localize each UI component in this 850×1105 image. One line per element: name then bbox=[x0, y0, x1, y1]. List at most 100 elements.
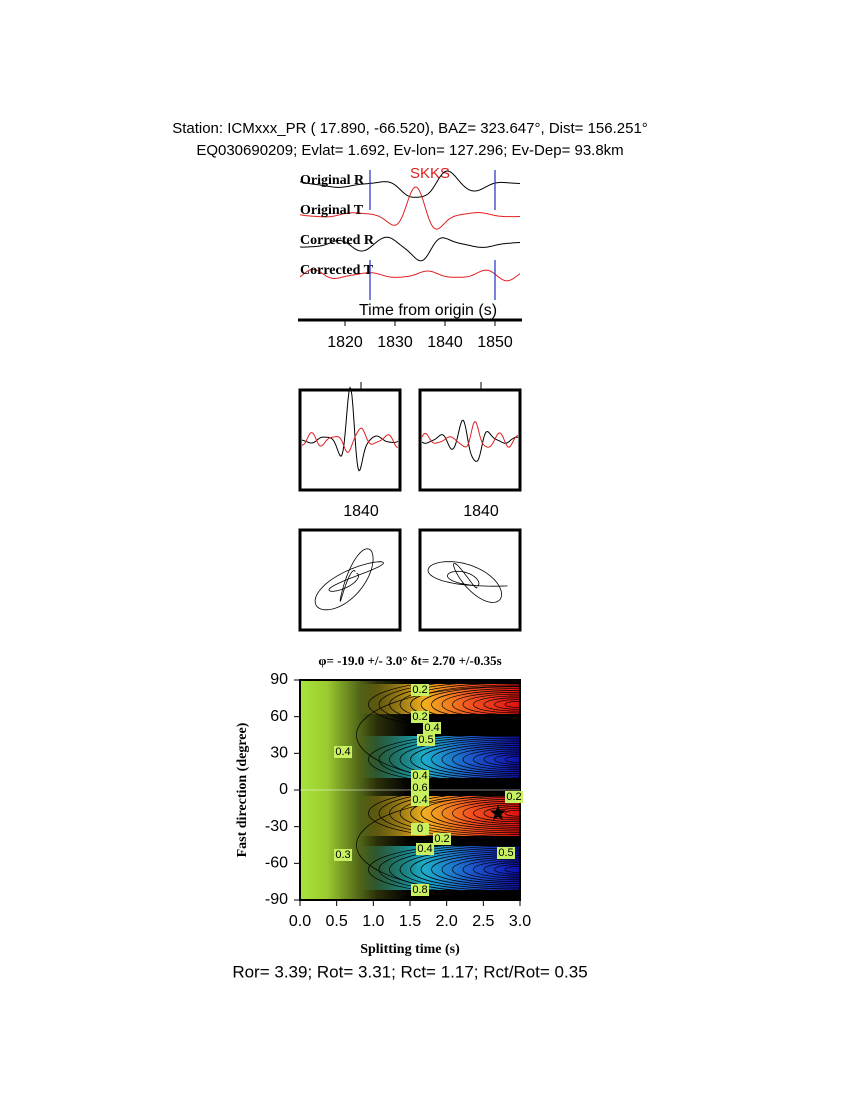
contour-line bbox=[410, 849, 520, 890]
contour-label: 0.4 bbox=[412, 770, 427, 782]
small-panels bbox=[298, 388, 522, 632]
contour-label-box bbox=[423, 722, 441, 734]
x-tick-label: 1840 bbox=[343, 503, 379, 520]
contour-line bbox=[410, 684, 520, 725]
contour-label: 0.5 bbox=[498, 847, 513, 859]
contour-line bbox=[431, 688, 520, 721]
map-band bbox=[360, 796, 520, 836]
contour-label-box bbox=[411, 823, 429, 835]
waveform bbox=[299, 170, 521, 198]
contour-line bbox=[483, 862, 520, 877]
panel-frame bbox=[418, 388, 522, 492]
particle-motion bbox=[314, 548, 384, 611]
contour-line bbox=[431, 796, 520, 830]
contour-line bbox=[483, 752, 520, 767]
particle-motion bbox=[427, 561, 508, 603]
contour-line bbox=[504, 756, 520, 763]
contour-line bbox=[504, 809, 520, 817]
contour-line bbox=[441, 798, 520, 828]
header-line: EQ030690209; Evlat= 1.692, Ev-lon= 127.2… bbox=[196, 142, 623, 159]
contour-line bbox=[494, 699, 520, 710]
contours bbox=[356, 680, 520, 897]
contour-line bbox=[378, 844, 520, 895]
contour-line bbox=[452, 800, 520, 826]
contour-line bbox=[378, 787, 520, 839]
footer: Ror= 3.39; Rot= 3.31; Rct= 1.17; Rct/Rot… bbox=[232, 962, 587, 981]
waveform bbox=[300, 236, 520, 262]
x-tick-label: 2.5 bbox=[472, 913, 494, 930]
x-axis-label: Time from origin (s) bbox=[359, 302, 497, 319]
contour-line bbox=[462, 802, 520, 824]
contour-line bbox=[420, 741, 520, 778]
x-tick-label: 1830 bbox=[377, 334, 413, 351]
contour-label: 0.6 bbox=[412, 782, 427, 794]
x-tick-label: 1840 bbox=[427, 334, 463, 351]
panel-frame bbox=[298, 388, 402, 492]
contour-line bbox=[410, 793, 520, 834]
contour-line bbox=[356, 685, 520, 785]
x-tick-label: 1850 bbox=[477, 334, 513, 351]
contour-line bbox=[399, 791, 520, 835]
trace-label: Original R bbox=[300, 173, 365, 188]
contour-line bbox=[504, 866, 520, 873]
contour-line bbox=[441, 855, 520, 884]
x-tick-label: 1.5 bbox=[399, 913, 421, 930]
contour-label: 0.2 bbox=[434, 833, 449, 845]
x-axis-label: Splitting time (s) bbox=[360, 942, 460, 957]
contour-label: 0.5 bbox=[418, 734, 433, 746]
contour-line bbox=[389, 789, 520, 837]
contour-label-box bbox=[505, 791, 523, 803]
contour-label-box bbox=[411, 782, 429, 794]
contour-label: 0.4 bbox=[424, 722, 439, 734]
trace-label: Original T bbox=[300, 203, 364, 218]
contour-label: 0.2 bbox=[506, 791, 521, 803]
contour-line bbox=[420, 686, 520, 723]
waveform bbox=[301, 427, 399, 453]
y-tick-label: 0 bbox=[279, 781, 288, 798]
contour-line bbox=[504, 701, 520, 708]
contour-line bbox=[462, 858, 520, 881]
contour-label: 0 bbox=[417, 823, 423, 835]
contour-label-box bbox=[334, 849, 352, 861]
contour-line bbox=[378, 680, 520, 730]
best-fit-star bbox=[489, 804, 507, 821]
x-tick-label: 0.0 bbox=[289, 913, 311, 930]
x-tick-label: 1840 bbox=[463, 503, 499, 520]
contour-line bbox=[399, 737, 520, 782]
waveform bbox=[299, 268, 521, 282]
map-title: φ= -19.0 +/- 3.0° δt= 2.70 +/-0.35s bbox=[318, 653, 501, 668]
y-tick-label: 90 bbox=[270, 671, 288, 688]
x-tick-label: 1820 bbox=[327, 334, 363, 351]
contour-line bbox=[483, 697, 520, 712]
contour-line bbox=[420, 795, 520, 832]
contour-line bbox=[431, 743, 520, 776]
contour-line bbox=[441, 745, 520, 774]
waveform bbox=[301, 386, 399, 472]
contour-line bbox=[368, 842, 520, 897]
contour-label-box bbox=[334, 746, 352, 758]
contour-label: 0.2 bbox=[412, 684, 427, 696]
contour-line bbox=[356, 795, 520, 895]
x-tick-label: 3.0 bbox=[509, 913, 531, 930]
contour-line bbox=[378, 734, 520, 785]
waveform bbox=[421, 420, 519, 448]
y-tick-label: -30 bbox=[265, 818, 288, 835]
trace-label: Corrected R bbox=[300, 233, 375, 248]
contour-label-box bbox=[411, 770, 429, 782]
contour-line bbox=[452, 691, 520, 718]
panel-frame bbox=[298, 528, 402, 632]
contour-label: 0.4 bbox=[412, 794, 427, 806]
contour-line bbox=[452, 856, 520, 883]
contour-line bbox=[483, 806, 520, 821]
contour-line bbox=[494, 864, 520, 875]
contour-line bbox=[473, 804, 520, 823]
misfit-map bbox=[300, 680, 520, 900]
x-tick-label: 0.5 bbox=[326, 913, 348, 930]
contour-label-box bbox=[411, 684, 429, 696]
contour-line bbox=[399, 847, 520, 892]
x-tick-label: 2.0 bbox=[436, 913, 458, 930]
contour-line bbox=[473, 750, 520, 769]
phase-label: SKKS bbox=[410, 165, 450, 182]
